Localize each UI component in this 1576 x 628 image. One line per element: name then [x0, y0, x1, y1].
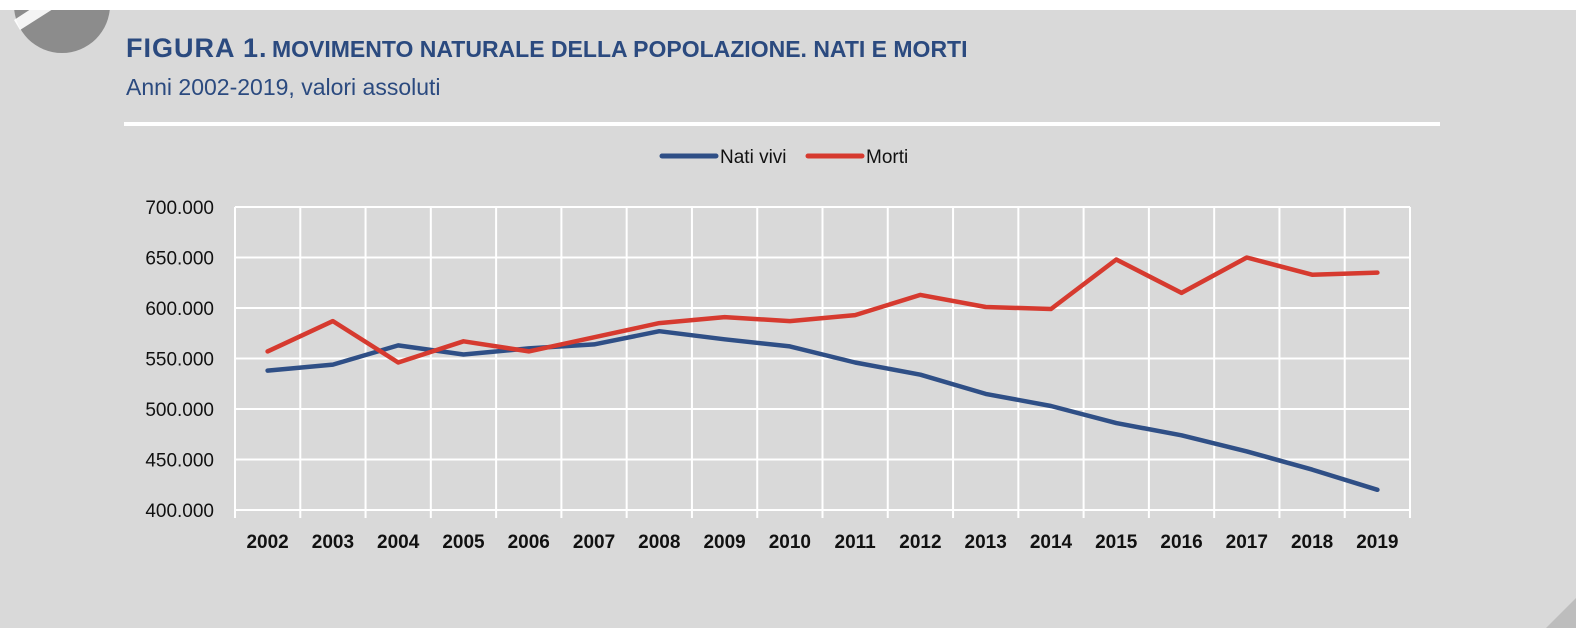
y-tick-label: 500.000 [145, 400, 214, 421]
x-tick-label: 2003 [312, 532, 354, 553]
x-tick-label: 2008 [638, 532, 680, 553]
title-divider [124, 122, 1440, 126]
x-tick-label: 2011 [835, 532, 877, 553]
y-tick-label: 550.000 [145, 350, 214, 371]
x-tick-label: 2010 [769, 532, 811, 553]
x-tick-label: 2006 [508, 532, 550, 553]
series-lines [265, 255, 1380, 493]
x-tick-label: 2012 [899, 532, 941, 553]
x-tick-label: 2017 [1226, 532, 1268, 553]
x-tick-label: 2018 [1291, 532, 1333, 553]
x-tick-label: 2005 [442, 532, 485, 553]
title-text: MOVIMENTO NATURALE DELLA POPOLAZIONE. NA… [271, 36, 968, 62]
y-tick-label: 450.000 [145, 451, 214, 472]
x-tick-label: 2007 [573, 532, 615, 553]
x-axis-ticks: 2002 2003 2004 2005 2006 2007 2008 2009 2010 2011… [246, 532, 1398, 553]
y-tick-label: 600.000 [145, 299, 214, 320]
series-line-1 [265, 255, 1380, 365]
x-tick-label: 2016 [1160, 532, 1202, 553]
x-tick-label: 2014 [1030, 532, 1073, 553]
corner-decoration-icon [1546, 598, 1576, 628]
legend-label: Nati vivi [720, 147, 787, 168]
x-tick-label: 2019 [1356, 532, 1398, 553]
corner-logo-icon [14, 10, 110, 53]
legend-label: Morti [866, 147, 908, 168]
x-tick-label: 2015 [1095, 532, 1138, 553]
x-tick-label: 2009 [703, 532, 745, 553]
figure-subtitle: Anni 2002-2019, valori assoluti [126, 74, 441, 100]
series-line-0 [265, 328, 1380, 493]
y-axis-ticks: 400.000 450.000 500.000 550.000 600.000 650.0… [145, 198, 214, 522]
y-tick-label: 650.000 [145, 249, 214, 270]
grid-lines [234, 206, 1411, 518]
legend: Nati vivi Morti [659, 147, 908, 168]
figure-title: FIGURA 1. MOVIMENTO NATURALE DELLA POPOL… [126, 33, 968, 64]
figure-label: FIGURA 1. [126, 33, 268, 63]
x-tick-label: 2002 [246, 532, 288, 553]
x-tick-label: 2004 [377, 532, 420, 553]
y-tick-label: 700.000 [145, 198, 214, 219]
y-tick-label: 400.000 [145, 501, 214, 522]
x-tick-label: 2013 [965, 532, 1007, 553]
